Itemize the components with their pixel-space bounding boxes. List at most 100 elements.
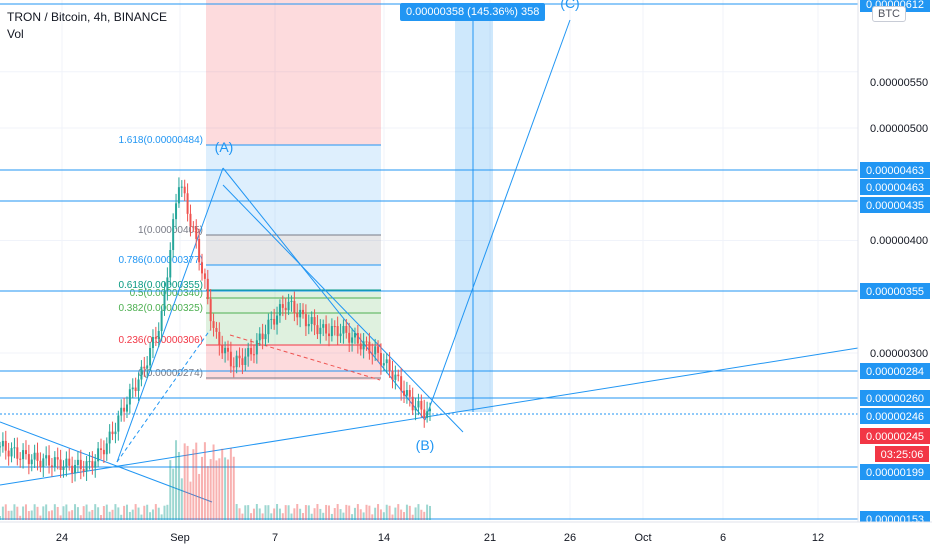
volume-bar: [45, 504, 48, 520]
candle-body: [175, 203, 178, 220]
volume-bar: [24, 504, 27, 520]
volume-bar: [281, 513, 284, 520]
volume-bar: [85, 504, 88, 520]
candle-body: [414, 407, 417, 411]
measure-label: 0.00000358 (145.36%) 358: [400, 3, 546, 21]
candle-body: [203, 273, 206, 279]
volume-bar: [209, 459, 212, 520]
volume-bar: [411, 514, 414, 520]
volume-bar: [169, 460, 172, 520]
candle-body: [180, 186, 183, 188]
price-tag-label: 0.00000284: [866, 366, 924, 378]
candle-body: [42, 458, 45, 468]
candle-body: [76, 459, 79, 465]
candle-body: [405, 390, 408, 396]
candle-body: [391, 370, 394, 380]
rising-support-trendline: [0, 347, 859, 486]
volume-bar: [258, 508, 261, 520]
price-tag: [860, 363, 930, 379]
volume-bar: [374, 507, 377, 520]
time-tick-label: 24: [56, 532, 68, 544]
candle-body: [209, 299, 212, 322]
volume-bar: [36, 506, 39, 520]
volume-bar: [91, 509, 94, 520]
volume-bar: [212, 444, 215, 520]
wave-label-a: (A): [215, 139, 234, 155]
candle-body: [1, 440, 4, 447]
candle-body: [108, 431, 111, 444]
time-axis: [0, 522, 932, 550]
candle-body: [206, 278, 209, 300]
candle-body: [348, 332, 351, 343]
volume-bar: [250, 513, 253, 520]
volume-bar: [117, 507, 120, 520]
volume-bar: [397, 504, 400, 520]
wave-a-dashed: [116, 329, 211, 463]
volume-bar: [339, 509, 342, 520]
volume-bar: [278, 508, 281, 520]
chart-legend: TRON / Bitcoin, 4h, BINANCE Vol: [7, 9, 167, 43]
candle-body: [105, 443, 108, 455]
candle-body: [100, 448, 103, 450]
volume-bar: [53, 504, 56, 520]
volume-bar: [221, 448, 224, 520]
candle-body: [131, 387, 134, 390]
volume-bar: [68, 511, 71, 520]
volume-bar: [342, 512, 345, 520]
volume-bar: [394, 507, 397, 520]
dashed-red-line: [229, 334, 381, 381]
candle-body: [151, 336, 154, 349]
volume-bar: [22, 506, 25, 520]
volume-bar: [299, 508, 302, 520]
candle-body: [353, 332, 356, 338]
volume-bar: [273, 508, 276, 520]
candle-body: [0, 446, 1, 448]
volume-bar: [319, 508, 322, 520]
candle-body: [212, 321, 215, 328]
fib-level-label: 0.5(0.00000340): [130, 288, 203, 299]
price-tick-label: 0.00000300: [870, 348, 928, 360]
candle-body: [235, 355, 238, 368]
candle-body: [215, 327, 218, 332]
volume-bar: [382, 512, 385, 520]
candle-body: [374, 346, 377, 355]
time-tick-label: Oct: [634, 532, 651, 544]
volume-bar: [0, 516, 1, 520]
candle-body: [50, 465, 53, 467]
candle-body: [296, 313, 299, 318]
candle-body: [198, 238, 201, 263]
candle-body: [111, 431, 114, 435]
candle-body: [22, 450, 25, 460]
candle-body: [186, 193, 189, 214]
candle-body: [177, 187, 180, 204]
candle-body: [88, 461, 91, 463]
volume-bar: [247, 505, 250, 520]
candle-body: [45, 455, 48, 459]
volume-bar: [137, 507, 140, 520]
volume-bar: [322, 512, 325, 520]
candle-body: [10, 448, 13, 457]
volume-bar: [201, 456, 204, 520]
volume-bar: [403, 512, 406, 520]
currency-badge[interactable]: BTC: [872, 6, 906, 22]
candle-body: [172, 219, 175, 251]
candle-body: [264, 334, 267, 340]
candle-body: [140, 366, 143, 380]
volume-bar: [405, 504, 408, 520]
wave-label-b: (B): [416, 437, 435, 453]
volume-bar: [177, 451, 180, 520]
symbol-title: TRON / Bitcoin, 4h, BINANCE: [7, 10, 168, 24]
time-tick-label: 14: [378, 532, 390, 544]
candle-body: [137, 379, 140, 391]
candle-body: [385, 359, 388, 364]
volume-bar: [345, 504, 348, 520]
candle-body: [53, 457, 56, 467]
candle-body: [351, 337, 354, 343]
candle-body: [270, 318, 273, 320]
candle-body: [82, 469, 85, 472]
volume-bar: [408, 505, 411, 520]
candle-body: [39, 460, 42, 468]
volume-bar: [172, 468, 175, 520]
volume-bar: [7, 510, 10, 520]
